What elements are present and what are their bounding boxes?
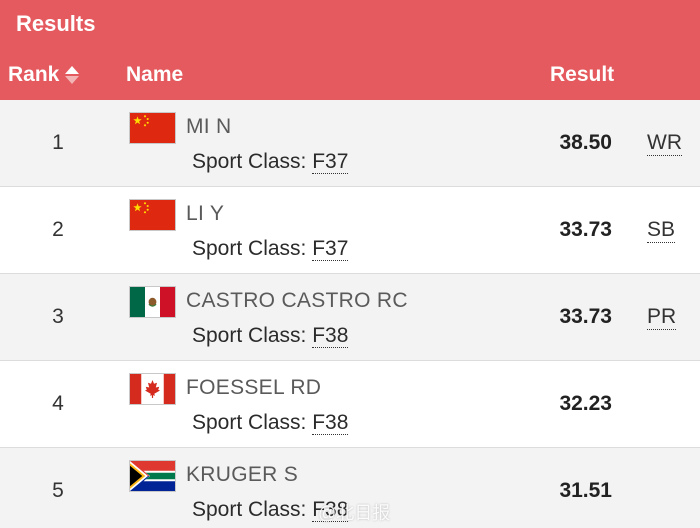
rank-column-header[interactable]: Rank [8, 63, 80, 87]
sport-class-link[interactable]: F37 [312, 237, 349, 261]
result-value: 32.23 [559, 392, 612, 415]
record-badge[interactable]: PR [647, 305, 677, 330]
result-value: 38.50 [559, 131, 612, 154]
table-row: 1 MI N Sport Class: F37 38.50 WR [0, 100, 700, 187]
rank-cell: 2 [52, 218, 64, 241]
rank-cell: 4 [52, 392, 64, 415]
table-row: 3 CASTRO CASTRO RC Sport Class: F38 33.7… [0, 274, 700, 361]
sport-class-link[interactable]: F38 [312, 324, 349, 348]
table-row: 2 LI Y Sport Class: F37 33.73 SB [0, 187, 700, 274]
sport-class: Sport Class: F38 [192, 498, 349, 522]
results-title: Results [16, 11, 96, 36]
athlete-name: KRUGER S [186, 463, 299, 486]
athlete-name: MI N [186, 115, 232, 138]
name-column-header: Name [126, 63, 184, 86]
table-row: 5 KRUGER S Sport Class: F38 31.51 [0, 448, 700, 528]
rank-cell: 5 [52, 479, 64, 502]
sport-class-label: Sport Class: [192, 324, 307, 347]
sport-class-link[interactable]: F38 [312, 411, 349, 435]
sport-class: Sport Class: F37 [192, 237, 349, 261]
sport-class-label: Sport Class: [192, 498, 307, 521]
athlete-name: LI Y [186, 202, 225, 225]
sport-class: Sport Class: F38 [192, 324, 349, 348]
sport-class: Sport Class: F38 [192, 411, 349, 435]
china-flag-icon [130, 113, 175, 143]
result-column-header: Result [550, 63, 615, 86]
athlete-name: FOESSEL RD [186, 376, 322, 399]
result-value: 33.73 [559, 218, 612, 241]
results-header: Results Rank Name Result [0, 0, 700, 100]
result-value: 33.73 [559, 305, 612, 328]
rank-column-label: Rank [8, 63, 60, 86]
sport-class-label: Sport Class: [192, 237, 307, 260]
mexico-flag-icon [130, 287, 175, 317]
result-value: 31.51 [559, 479, 612, 502]
record-badge[interactable]: SB [647, 218, 676, 243]
sport-class-label: Sport Class: [192, 150, 307, 173]
south-africa-flag-icon [130, 461, 175, 491]
rank-cell: 3 [52, 305, 64, 328]
china-flag-icon [130, 200, 175, 230]
sport-class-label: Sport Class: [192, 411, 307, 434]
rank-cell: 1 [52, 131, 64, 154]
athlete-name: CASTRO CASTRO RC [186, 289, 408, 312]
sport-class-link[interactable]: F38 [312, 498, 349, 522]
sport-class: Sport Class: F37 [192, 150, 349, 174]
table-row: 4 FOESSEL RD Sport Class: F38 32.23 [0, 361, 700, 448]
record-badge[interactable]: WR [647, 131, 682, 156]
sort-icon[interactable] [65, 66, 80, 84]
canada-flag-icon [130, 374, 175, 404]
sport-class-link[interactable]: F37 [312, 150, 349, 174]
